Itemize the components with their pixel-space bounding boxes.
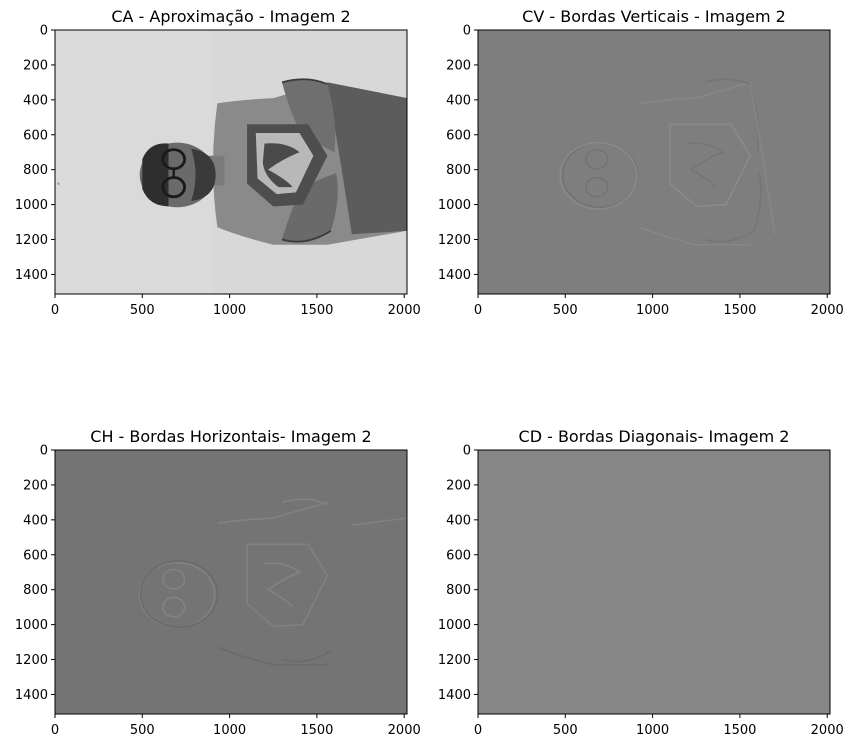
panel-title: CA - Aproximação - Imagem 2 bbox=[111, 7, 350, 26]
panel-cv: CV - Bordas Verticais - Imagem 2 bbox=[477, 7, 831, 295]
image-cv bbox=[478, 30, 830, 294]
y-tick-label: 1200 bbox=[15, 653, 48, 668]
y-tick-label: 1400 bbox=[438, 268, 471, 283]
x-tick-label: 1500 bbox=[723, 303, 756, 318]
x-tick-label: 2000 bbox=[811, 303, 844, 318]
x-tick-label: 2000 bbox=[388, 303, 421, 318]
y-tick-label: 0 bbox=[463, 24, 471, 39]
y-tick-label: 1000 bbox=[15, 618, 48, 633]
y-tick-label: 400 bbox=[23, 513, 48, 528]
y-tick-label: 1000 bbox=[15, 198, 48, 213]
x-tick-label: 1000 bbox=[213, 303, 246, 318]
y-tick-label: 0 bbox=[40, 444, 48, 459]
x-tick-label: 1000 bbox=[636, 303, 669, 318]
panel-title: CV - Bordas Verticais - Imagem 2 bbox=[522, 7, 786, 26]
x-tick-label: 500 bbox=[553, 723, 578, 738]
y-tick-label: 600 bbox=[23, 128, 48, 143]
y-tick-label: 0 bbox=[463, 444, 471, 459]
y-tick-label: 1200 bbox=[438, 653, 471, 668]
tick-layer: 0 500 1000 1500 2000020040060080010001200140… bbox=[15, 24, 844, 739]
y-tick-label: 400 bbox=[23, 93, 48, 108]
y-tick-label: 1400 bbox=[15, 688, 48, 703]
axes-frame bbox=[477, 29, 831, 295]
y-tick-label: 800 bbox=[23, 583, 48, 598]
y-tick-label: 200 bbox=[23, 478, 48, 493]
panel-title: CH - Bordas Horizontais- Imagem 2 bbox=[90, 427, 371, 446]
y-tick-label: 400 bbox=[446, 513, 471, 528]
y-tick-label: 600 bbox=[446, 548, 471, 563]
x-tick-label: 0 bbox=[474, 723, 482, 738]
image-ch bbox=[55, 450, 407, 714]
x-tick-label: 1000 bbox=[213, 723, 246, 738]
image-cd bbox=[478, 450, 830, 714]
x-tick-label: 1000 bbox=[636, 723, 669, 738]
y-tick-label: 1400 bbox=[15, 268, 48, 283]
x-tick-label: 0 bbox=[51, 303, 59, 318]
x-tick-label: 1500 bbox=[723, 723, 756, 738]
x-tick-label: 0 bbox=[474, 303, 482, 318]
axes-frame bbox=[54, 449, 408, 715]
y-tick-label: 200 bbox=[446, 478, 471, 493]
axes-frame bbox=[477, 449, 831, 715]
x-tick-label: 0 bbox=[51, 723, 59, 738]
panel-cd: CD - Bordas Diagonais- Imagem 2 bbox=[477, 427, 831, 715]
y-tick-label: 800 bbox=[23, 163, 48, 178]
y-tick-label: 1200 bbox=[438, 233, 471, 248]
y-tick-label: 1000 bbox=[438, 198, 471, 213]
x-tick-label: 1500 bbox=[300, 303, 333, 318]
y-tick-label: 1400 bbox=[438, 688, 471, 703]
y-tick-label: 600 bbox=[446, 128, 471, 143]
y-tick-label: 0 bbox=[40, 24, 48, 39]
x-tick-label: 1500 bbox=[300, 723, 333, 738]
x-tick-label: 500 bbox=[130, 303, 155, 318]
panel-title: CD - Bordas Diagonais- Imagem 2 bbox=[519, 427, 790, 446]
y-tick-label: 200 bbox=[446, 58, 471, 73]
axes-frame bbox=[54, 29, 408, 295]
y-tick-label: 400 bbox=[446, 93, 471, 108]
y-tick-label: 200 bbox=[23, 58, 48, 73]
y-tick-label: 1000 bbox=[438, 618, 471, 633]
panel-ch: CH - Bordas Horizontais- Imagem 2 bbox=[54, 427, 408, 715]
x-tick-label: 500 bbox=[130, 723, 155, 738]
y-tick-label: 600 bbox=[23, 548, 48, 563]
y-tick-label: 800 bbox=[446, 163, 471, 178]
x-tick-label: 500 bbox=[553, 303, 578, 318]
y-tick-label: 800 bbox=[446, 583, 471, 598]
image-ca bbox=[55, 30, 407, 294]
y-tick-label: 1200 bbox=[15, 233, 48, 248]
x-tick-label: 2000 bbox=[811, 723, 844, 738]
x-tick-label: 2000 bbox=[388, 723, 421, 738]
panel-ca: CA - Aproximação - Imagem 2 bbox=[54, 7, 408, 295]
